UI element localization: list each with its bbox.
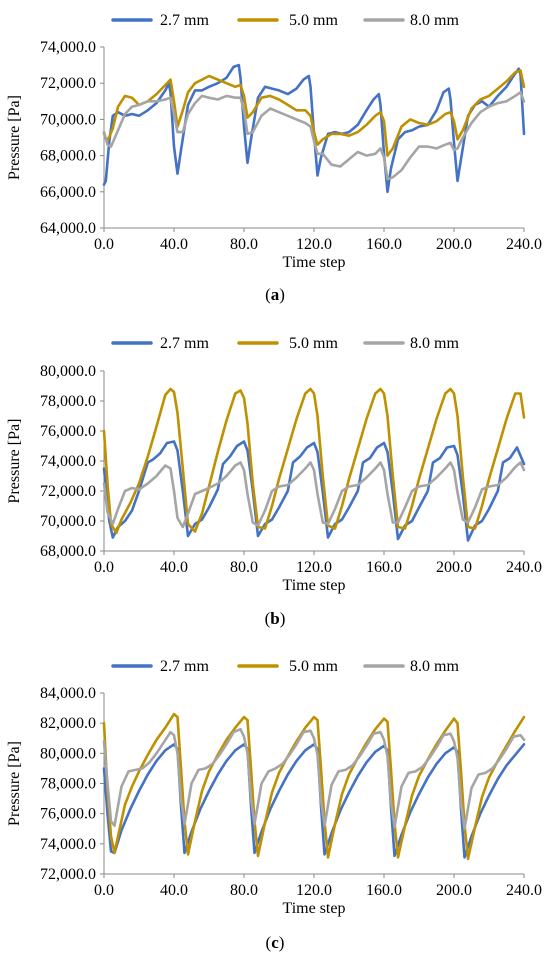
x-tick-label: 80.0 [230,882,258,899]
legend: 2.7 mm 5.0 mm 8.0 mm [111,335,459,352]
x-tick-label: 240.0 [506,236,542,253]
y-tick-label: 66,000.0 [40,184,96,201]
y-axis-label: Pressure [Pa] [6,419,23,504]
legend-label-2: 5.0 mm [289,12,338,29]
legend: 2.7 mm 5.0 mm 8.0 mm [111,12,459,29]
y-tick-label: 78,000.0 [40,776,96,793]
y-tick-label: 74,000.0 [40,453,96,470]
x-tick-label: 40.0 [160,559,188,576]
x-tick-label: 120.0 [296,559,332,576]
y-tick-label: 82,000.0 [40,715,96,732]
y-tick-label: 70,000.0 [40,111,96,128]
series-line-5-0-mm [102,712,526,861]
legend-label-2: 5.0 mm [289,335,338,352]
x-tick-label: 80.0 [230,236,258,253]
x-axis-label: Time step [283,577,346,594]
y-tick-label: 68,000.0 [40,543,96,560]
y-tick-label: 76,000.0 [40,806,96,823]
panel-label: (c) [266,933,285,952]
y-tick-label: 74,000.0 [40,39,96,56]
legend-label-1: 2.7 mm [160,12,209,29]
y-tick-label: 76,000.0 [40,423,96,440]
legend-label-1: 2.7 mm [160,335,209,352]
legend: 2.7 mm 5.0 mm 8.0 mm [111,658,459,675]
x-axis-label: Time step [283,900,346,917]
x-tick-label: 240.0 [506,559,542,576]
y-tick-label: 64,000.0 [40,220,96,237]
series-line-5-0-mm [102,387,526,535]
x-tick-label: 200.0 [436,882,472,899]
x-tick-label: 40.0 [160,236,188,253]
x-tick-label: 160.0 [366,882,402,899]
legend-label-3: 8.0 mm [410,335,459,352]
series-line-8-0-mm [102,461,526,529]
x-tick-label: 160.0 [366,236,402,253]
y-tick-label: 72,000.0 [40,483,96,500]
y-tick-label: 72,000.0 [40,75,96,92]
series-line-2-7-mm [102,440,526,542]
series-line-8-0-mm [102,727,526,831]
y-tick-label: 70,000.0 [40,513,96,530]
y-tick-label: 84,000.0 [40,685,96,702]
x-tick-label: 200.0 [436,236,472,253]
x-tick-label: 0.0 [94,559,114,576]
y-tick-label: 78,000.0 [40,393,96,410]
y-tick-label: 72,000.0 [40,866,96,883]
y-tick-label: 68,000.0 [40,148,96,165]
y-tick-label: 80,000.0 [40,363,96,380]
legend-label-3: 8.0 mm [410,658,459,675]
x-tick-label: 0.0 [94,882,114,899]
x-axis-label: Time step [283,254,346,271]
panel-label: (b) [265,609,286,628]
x-tick-label: 200.0 [436,559,472,576]
x-tick-label: 160.0 [366,559,402,576]
x-tick-label: 120.0 [296,882,332,899]
y-tick-label: 74,000.0 [40,836,96,853]
chart-panel-2: 2.7 mm 5.0 mm 8.0 mm 68,000.0 70,000.0 72,000… [6,335,542,628]
y-axis-label: Pressure [Pa] [6,741,23,826]
series-line-8-0-mm [102,91,526,181]
x-tick-label: 40.0 [160,882,188,899]
y-tick-label: 80,000.0 [40,745,96,762]
legend-label-1: 2.7 mm [160,658,209,675]
x-tick-label: 80.0 [230,559,258,576]
series-line-5-0-mm [102,69,526,157]
x-tick-label: 0.0 [94,236,114,253]
chart-panel-1: 2.7 mm 5.0 mm 8.0 mm 64,000.0 66,000.0 68,000… [6,12,542,304]
chart-panel-3: 2.7 mm 5.0 mm 8.0 mm 72,000.0 74,000.0 76,000… [6,658,542,952]
panel-label: (a) [265,285,285,304]
x-tick-label: 240.0 [506,882,542,899]
x-tick-label: 120.0 [296,236,332,253]
legend-label-2: 5.0 mm [289,658,338,675]
y-axis-label: Pressure [Pa] [6,95,23,180]
legend-label-3: 8.0 mm [410,12,459,29]
